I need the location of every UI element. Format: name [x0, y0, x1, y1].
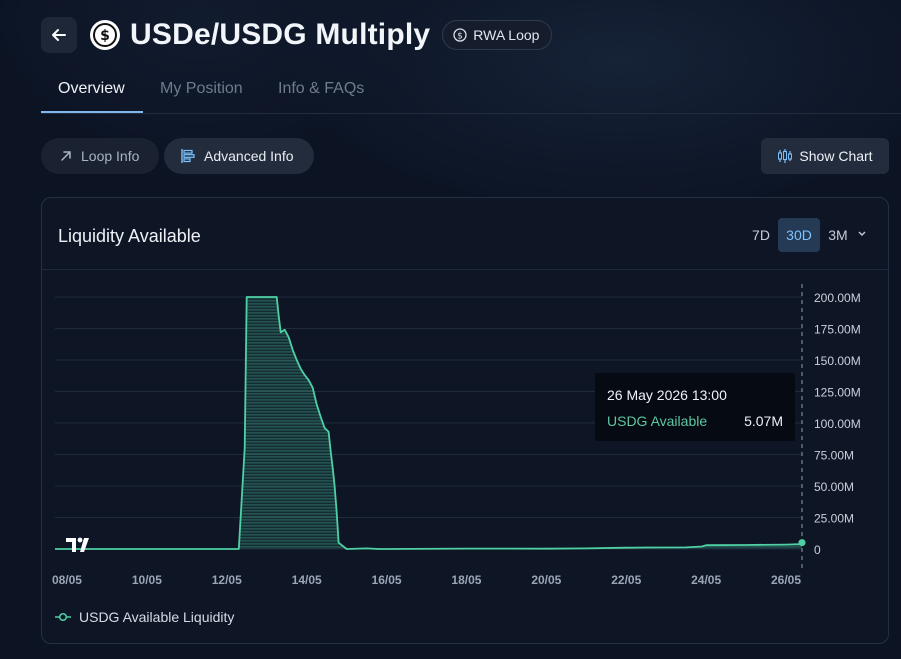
tab-bar: Overview My Position Info & FAQs: [41, 70, 901, 114]
show-chart-button[interactable]: Show Chart: [761, 138, 889, 174]
chevron-down-icon[interactable]: [857, 228, 867, 238]
y-tick-label: 50.00M: [814, 480, 854, 494]
tooltip-value: 5.07M: [744, 413, 783, 429]
advanced-info-button[interactable]: Advanced Info: [164, 138, 314, 174]
x-tick-label: 14/05: [292, 573, 322, 587]
candlestick-icon: [777, 148, 793, 164]
active-tab-indicator: [41, 111, 143, 113]
y-tick-label: 175.00M: [814, 323, 861, 337]
usdg-coin-icon: $: [90, 20, 120, 50]
loop-info-button[interactable]: Loop Info: [41, 138, 159, 174]
badge-label: RWA Loop: [473, 27, 540, 43]
strategy-badge: $ RWA Loop: [442, 20, 553, 50]
tradingview-logo-icon: [66, 537, 89, 552]
liquidity-chart[interactable]: 200.00M 175.00M 150.00M 125.00M 100.00M 75.00…: [42, 198, 888, 643]
y-tick-label: 150.00M: [814, 354, 861, 368]
card-header: Liquidity Available 7D 30D 3M: [42, 198, 888, 270]
show-chart-label: Show Chart: [799, 148, 873, 164]
y-tick-label: 75.00M: [814, 449, 854, 463]
page-header: $ USDe/USDG Multiply $ RWA Loop: [41, 16, 553, 54]
range-3m-button[interactable]: 3M: [828, 227, 848, 243]
legend-marker-icon: [55, 612, 71, 622]
range-30d-button[interactable]: 30D: [778, 218, 820, 252]
x-tick-label: 24/05: [691, 573, 721, 587]
dollar-coin-icon: $: [453, 28, 467, 42]
bar-list-icon: [180, 148, 196, 164]
chart-legend: USDG Available Liquidity: [55, 609, 234, 625]
x-tick-label: 22/05: [611, 573, 641, 587]
arrow-up-right-icon: [59, 149, 73, 163]
tooltip-date: 26 May 2026 13:00: [607, 387, 727, 403]
arrow-left-icon: [52, 29, 66, 41]
advanced-info-label: Advanced Info: [204, 148, 294, 164]
tab-my-position[interactable]: My Position: [160, 80, 243, 97]
svg-text:$: $: [457, 32, 463, 42]
x-tick-label: 26/05: [771, 573, 801, 587]
x-tick-label: 20/05: [531, 573, 561, 587]
tab-info-faqs[interactable]: Info & FAQs: [278, 80, 365, 97]
tab-overview[interactable]: Overview: [58, 80, 125, 97]
y-tick-label: 0: [814, 543, 821, 557]
tooltip-label: USDG Available: [607, 413, 708, 429]
x-tick-label: 10/05: [132, 573, 162, 587]
card-title: Liquidity Available: [58, 226, 201, 246]
svg-text:$: $: [100, 28, 110, 44]
y-tick-label: 125.00M: [814, 386, 861, 400]
y-tick-label: 100.00M: [814, 417, 861, 431]
x-tick-label: 08/05: [52, 573, 82, 587]
x-tick-label: 16/05: [372, 573, 402, 587]
range-7d-button[interactable]: 7D: [752, 227, 770, 243]
series-line: [55, 296, 803, 550]
y-tick-label: 200.00M: [814, 291, 861, 305]
loop-info-label: Loop Info: [81, 148, 140, 164]
x-tick-label: 18/05: [451, 573, 481, 587]
legend-label: USDG Available Liquidity: [79, 609, 235, 625]
x-tick-label: 12/05: [212, 573, 242, 587]
y-tick-label: 25.00M: [814, 512, 854, 526]
hover-point: [798, 539, 806, 547]
liquidity-card: Liquidity Available 7D 30D 3M 200.00M 175…: [41, 197, 889, 644]
page-title: USDe/USDG Multiply: [130, 18, 431, 51]
back-button[interactable]: [41, 17, 77, 53]
chart-tooltip: 26 May 2026 13:00 USDG Available 5.07M: [595, 373, 795, 441]
